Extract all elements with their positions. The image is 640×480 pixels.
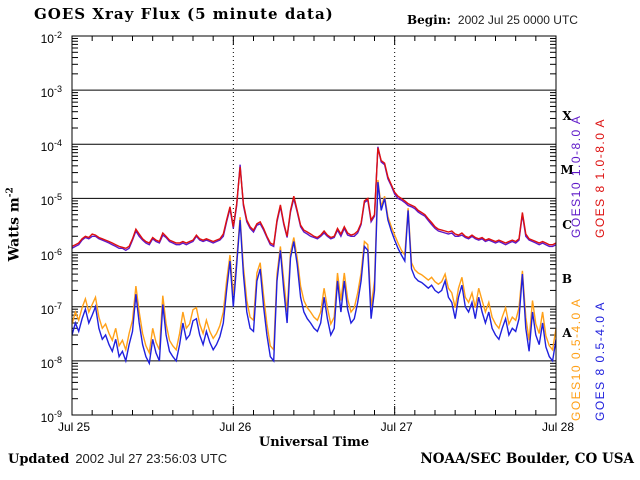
series-goes-8-0.5-4.0-a: [72, 182, 556, 366]
y-tick-label: 10-4: [40, 138, 62, 155]
y-tick-label: 10-7: [40, 300, 62, 317]
updated-label: Updated: [8, 452, 70, 467]
flux-class-b: B: [561, 271, 573, 286]
updated-value: 2002 Jul 27 23:56:03 UTC: [75, 451, 228, 466]
x-tick-label: Jul 26: [219, 420, 252, 434]
legend-goes10-1.0-8.0-a: GOES10 1.0-8.0 A: [569, 114, 583, 238]
x-axis-title: Universal Time: [258, 435, 370, 450]
y-tick-label: 10-2: [40, 30, 62, 46]
flux-class-a: A: [562, 325, 572, 340]
credit-text: NOAA/SEC Boulder, CO USA: [420, 451, 634, 467]
y-axis-title-exponent: -2: [5, 187, 16, 198]
begin-line: Begin: 2002 Jul 25 0000 UTC: [407, 13, 578, 27]
x-tick-label: Jul 28: [541, 420, 575, 434]
y-axis-title-text: Watts m: [6, 197, 23, 262]
page-title: GOES Xray Flux (5 minute data): [34, 5, 334, 23]
series-goes-8-1.0-8.0-a: [72, 147, 556, 250]
updated-line: Updated 2002 Jul 27 23:56:03 UTC: [8, 451, 227, 467]
y-tick-label: 10-8: [40, 354, 62, 371]
flux-class-x: X: [562, 109, 572, 124]
legend-goes10-0.5-4.0-a: GOES10 0.5-4.0 A: [569, 297, 583, 421]
y-axis-title: Watts m-2: [6, 159, 23, 289]
y-tick-label: 10-9: [40, 409, 62, 425]
begin-value: 2002 Jul 25 0000 UTC: [457, 13, 578, 27]
begin-label: Begin:: [407, 13, 451, 27]
y-tick-label: 10-5: [40, 192, 62, 209]
legend-goes-8-1.0-8.0-a: GOES 8 1.0-8.0 A: [593, 117, 607, 238]
x-tick-label: Jul 27: [380, 420, 413, 434]
series-goes10-0.5-4.0-a: [72, 179, 556, 356]
flux-class-c: C: [562, 217, 572, 232]
y-tick-label: 10-3: [40, 84, 62, 101]
legend-goes-8-0.5-4.0-a: GOES 8 0.5-4.0 A: [593, 300, 607, 421]
flux-class-m: M: [560, 163, 574, 178]
plot-frame: [71, 35, 557, 416]
y-tick-label: 10-6: [40, 246, 62, 263]
x-tick-label: Jul 25: [57, 420, 91, 434]
